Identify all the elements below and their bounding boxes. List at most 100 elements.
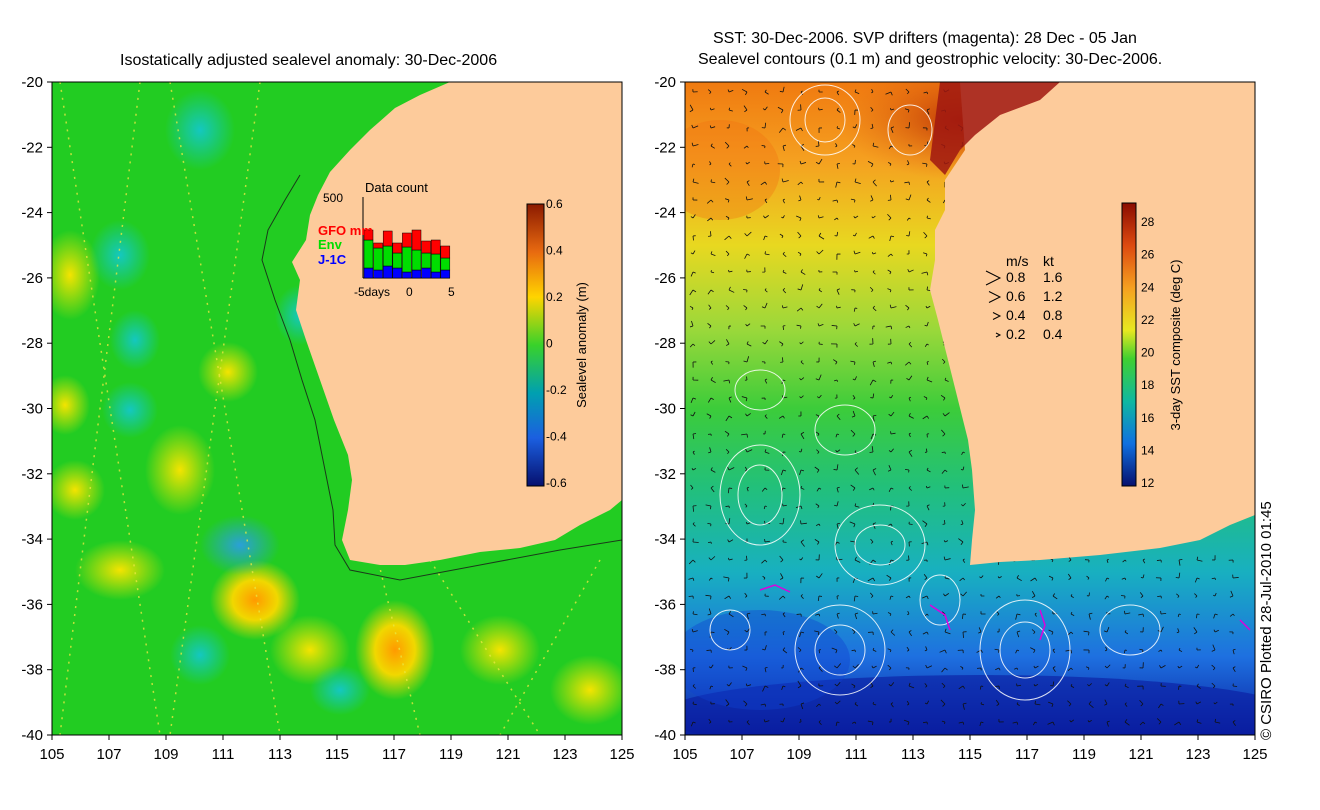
velocity-arrow — [962, 631, 967, 638]
velocity-arrow — [906, 217, 911, 221]
velocity-arrow — [942, 412, 950, 417]
velocity-arrow — [727, 466, 735, 471]
velocity-legend-rows: 0.8 1.6 0.6 1.2 0.4 0.8 0.2 0.4 — [985, 269, 1063, 342]
velocity-arrow — [708, 340, 716, 345]
velocity-arrow — [887, 288, 892, 293]
velocity-arrow — [905, 667, 910, 670]
velocity-arrow — [706, 413, 712, 419]
velocity-arrow — [1033, 665, 1039, 669]
velocity-arrow — [1088, 612, 1093, 620]
velocity-arrow — [782, 269, 787, 274]
velocity-legend: m/s kt 0.8 1.6 0.6 1.2 0.4 0.8 0.2 0.4 — [985, 253, 1063, 342]
velocity-arrow — [688, 595, 694, 599]
velocity-legend-header-kt: kt — [1043, 253, 1054, 269]
velocity-arrow — [836, 163, 840, 169]
velocity-arrow — [690, 411, 696, 417]
velocity-arrow — [1194, 593, 1198, 598]
velocity-arrow — [908, 342, 913, 348]
velocity-arrow — [816, 357, 820, 363]
sealevel-contours — [709, 84, 1161, 701]
velocity-arrow — [707, 541, 712, 544]
x-tick-label: 111 — [212, 746, 235, 763]
velocity-arrow — [836, 126, 841, 130]
velocity-arrow — [1030, 577, 1038, 582]
velocity-arrow — [743, 356, 750, 363]
velocity-arrow — [943, 556, 951, 561]
velocity-arrow — [958, 685, 966, 690]
velocity-arrow — [904, 181, 910, 185]
velocity-arrow — [890, 431, 896, 435]
velocity-arrow — [923, 231, 928, 239]
velocity-arrow — [1195, 701, 1202, 705]
y-tick-label: -24 — [654, 205, 676, 222]
velocity-arrow — [851, 683, 856, 689]
velocity-arrow — [960, 520, 964, 526]
velocity-arrow — [745, 161, 750, 165]
velocity-arrow — [705, 504, 712, 510]
velocity-arrow — [979, 685, 984, 690]
velocity-arrow — [689, 289, 697, 296]
svp-drifter-tracks — [759, 584, 1251, 641]
y-tick-label: -20 — [21, 74, 43, 91]
velocity-arrow — [1139, 721, 1146, 726]
velocity-arrow — [853, 323, 860, 327]
velocity-arrow — [1196, 613, 1200, 619]
velocity-arrow — [760, 325, 766, 329]
velocity-arrow — [797, 284, 804, 291]
velocity-arrow — [906, 375, 913, 381]
colorbar-tick-label: 14 — [1141, 443, 1155, 457]
velocity-arrow — [764, 667, 768, 673]
velocity-arrow — [816, 573, 823, 579]
velocity-arrow — [906, 555, 910, 561]
velocity-arrow — [707, 523, 712, 527]
velocity-arrow — [1158, 649, 1163, 652]
colorbar-tick-label: 0 — [546, 337, 553, 351]
velocity-arrow — [908, 396, 912, 402]
colorbar-tick-label: 26 — [1141, 248, 1155, 262]
velocity-arrow — [1194, 577, 1200, 583]
y-tick-label: -40 — [654, 727, 676, 744]
velocity-arrow — [778, 415, 785, 419]
y-tick-label: -32 — [21, 466, 43, 483]
velocity-arrow — [725, 215, 730, 221]
velocity-arrow — [851, 289, 856, 293]
velocity-arrow — [744, 466, 748, 472]
velocity-arrow — [1069, 719, 1075, 723]
data-count-bar-segment — [363, 239, 374, 269]
australia-landmass — [930, 82, 1255, 565]
velocity-arrow — [818, 649, 821, 654]
velocity-arrow — [692, 611, 698, 616]
velocity-arrow — [908, 541, 912, 547]
velocity-arrow — [1140, 627, 1144, 633]
velocity-arrow — [744, 555, 748, 561]
velocity-arrow — [727, 89, 734, 93]
velocity-arrow — [922, 162, 928, 167]
velocity-arrow — [885, 91, 893, 96]
velocity-arrow — [1232, 683, 1238, 687]
velocity-arrow — [852, 232, 857, 237]
velocity-arrow — [1139, 648, 1144, 653]
velocity-arrow — [816, 487, 822, 492]
velocity-arrow — [926, 361, 929, 366]
velocity-arrow — [815, 158, 823, 165]
velocity-arrow — [872, 611, 878, 615]
velocity-arrow — [796, 307, 804, 312]
velocity-arrow — [1015, 613, 1021, 620]
velocity-arrow — [1052, 593, 1058, 600]
velocity-arrow — [746, 180, 750, 187]
velocity-arrow — [1124, 630, 1129, 635]
data-count-bar-segment — [392, 252, 403, 269]
velocity-arrow — [817, 323, 824, 327]
velocity-arrow — [1124, 719, 1130, 726]
velocity-arrow — [818, 720, 822, 726]
velocity-arrow — [957, 649, 964, 654]
velocity-arrow — [709, 685, 714, 690]
velocity-arrow — [923, 396, 928, 401]
velocity-arrow — [816, 249, 824, 255]
data-count-bar-segment — [382, 265, 393, 279]
velocity-arrow — [815, 503, 820, 509]
velocity-arrow — [926, 467, 931, 473]
velocity-arrow — [741, 433, 748, 438]
velocity-arrow — [944, 628, 951, 635]
velocity-arrow — [996, 628, 1000, 633]
